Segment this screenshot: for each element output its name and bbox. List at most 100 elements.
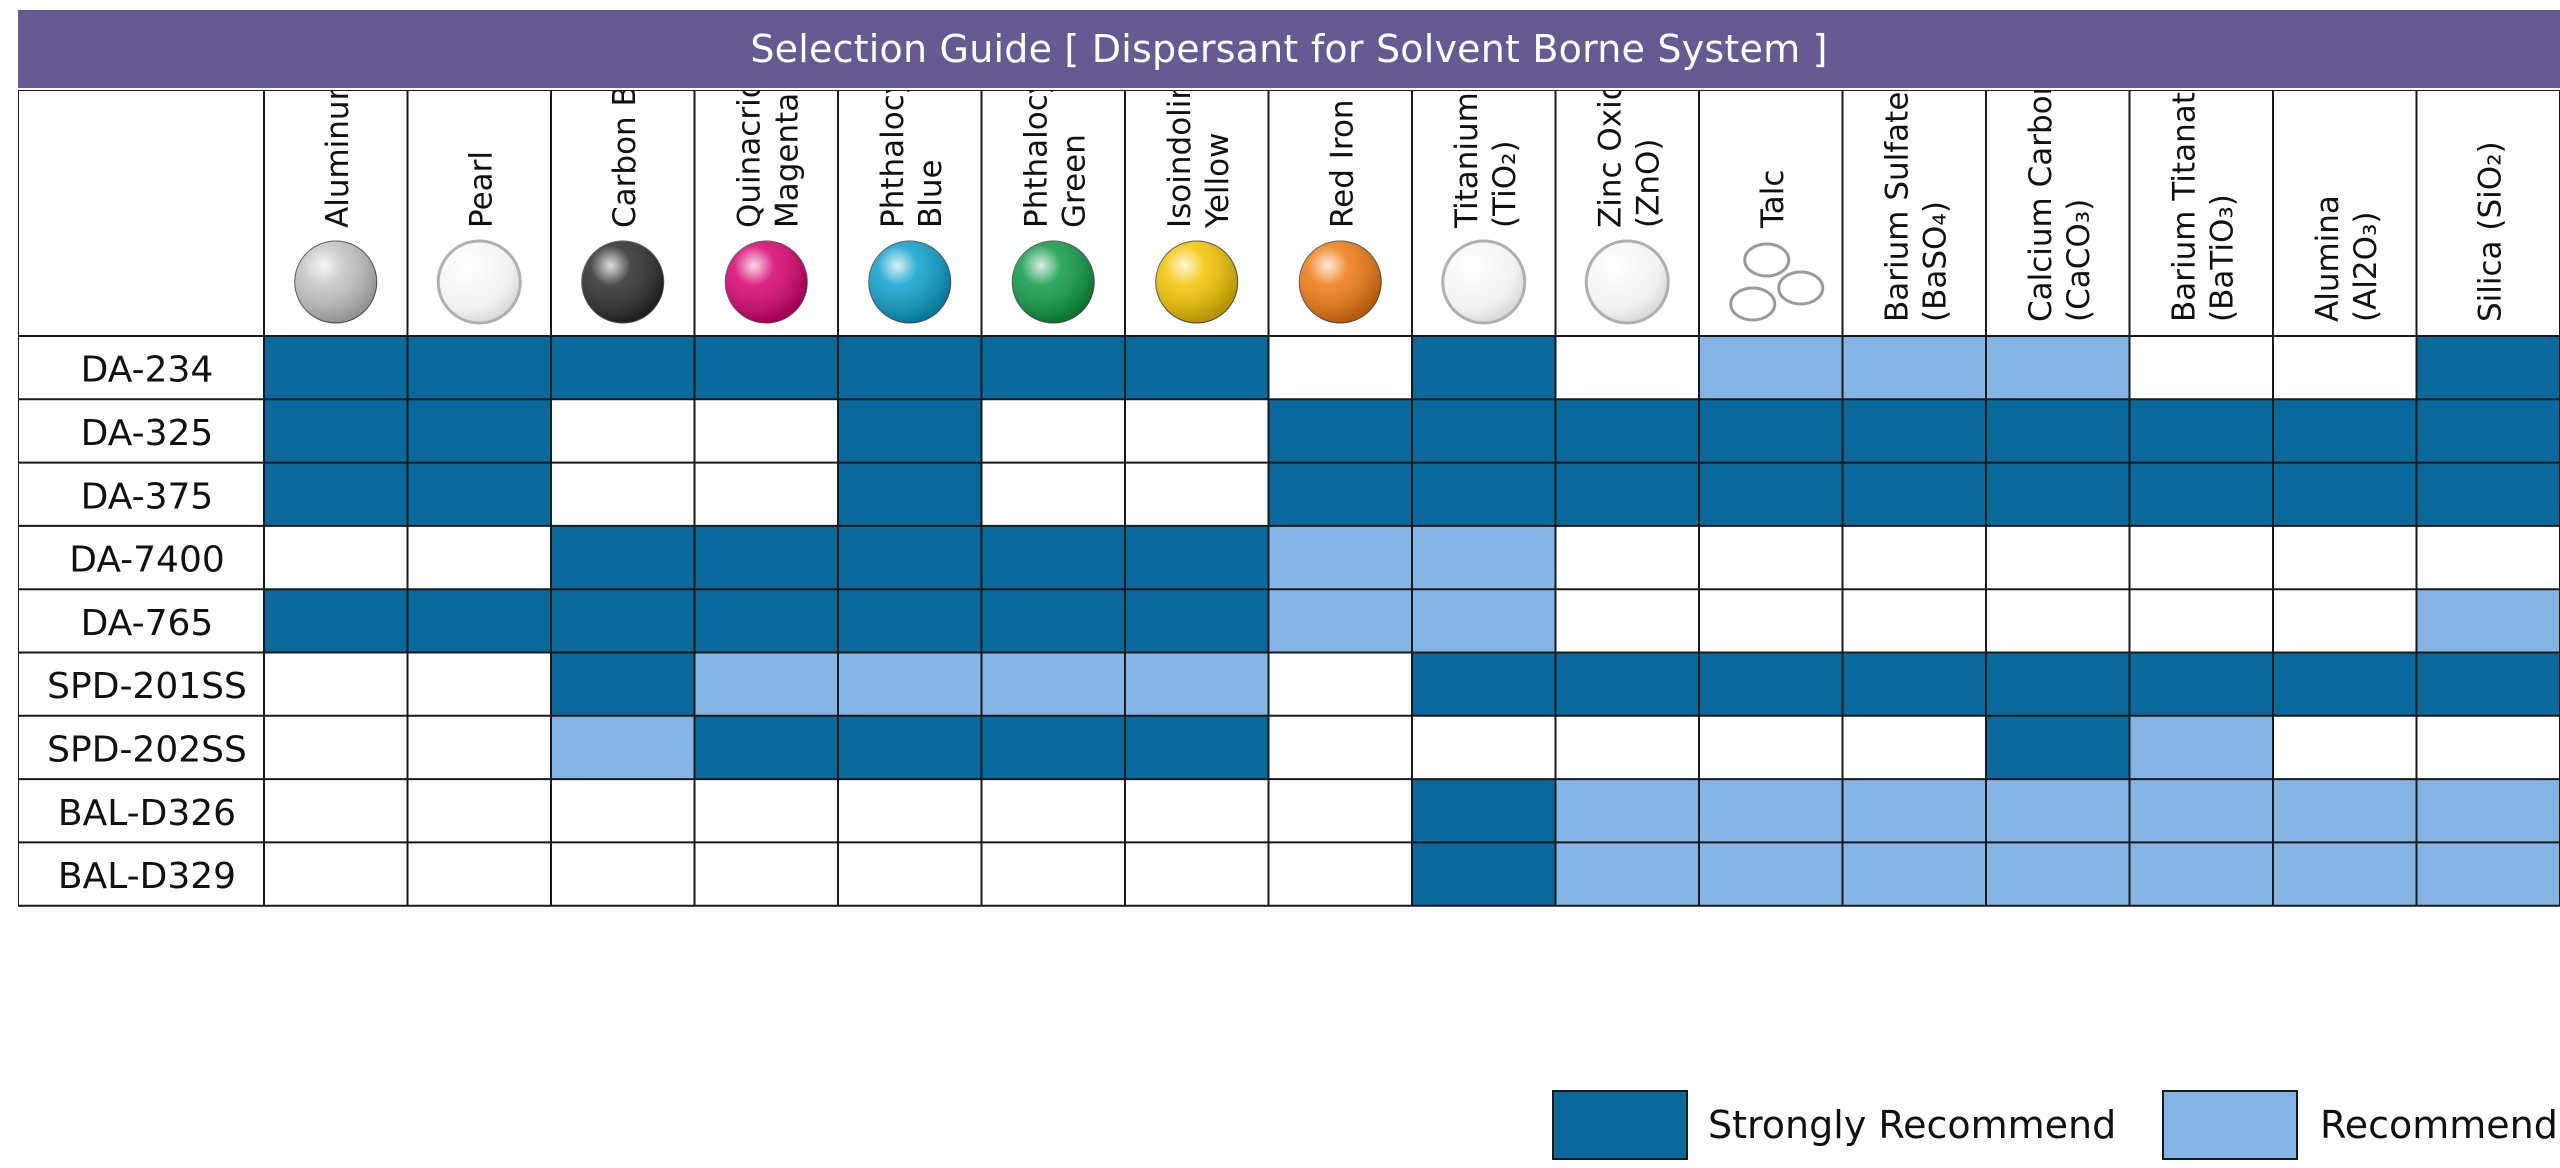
page-title: Selection Guide [ Dispersant for Solvent… bbox=[750, 27, 1828, 71]
cell-DA-7400-7 bbox=[1125, 525, 1269, 590]
cell-DA-375-8 bbox=[1268, 462, 1412, 526]
cell-DA-325-7 bbox=[1125, 399, 1269, 463]
column-header-label: Talc bbox=[1755, 170, 1791, 229]
cell-DA-234-6 bbox=[981, 336, 1125, 400]
cell-DA-234-14 bbox=[2129, 336, 2273, 400]
cell-BAL-D329-1 bbox=[264, 842, 408, 906]
column-header-label: Pearl bbox=[463, 151, 499, 228]
cell-DA-234-9 bbox=[1412, 336, 1556, 400]
selection-grid: DA-234 DA-325 DA-375 DA-7400 DA-765 SPD-201SS… bbox=[18, 90, 2560, 907]
cell-SPD-201SS-8 bbox=[1268, 652, 1412, 716]
cell-BAL-D329-10 bbox=[1555, 842, 1699, 906]
column-header-label: Phthalocyanine bbox=[875, 90, 911, 228]
column-header-label: Titanium Dioxide bbox=[1449, 90, 1485, 229]
cell-SPD-201SS-9 bbox=[1412, 652, 1556, 716]
cell-DA-234-13 bbox=[1986, 336, 2130, 400]
row-label: DA-325 bbox=[81, 413, 214, 454]
cell-BAL-D329-8 bbox=[1268, 842, 1412, 906]
sphere-highlight bbox=[1012, 241, 1095, 323]
cell-DA-375-14 bbox=[2129, 462, 2273, 526]
cell-DA-325-15 bbox=[2273, 399, 2417, 463]
cell-BAL-D326-1 bbox=[264, 779, 408, 843]
cell-DA-765-5 bbox=[838, 589, 982, 653]
cell-DA-375-2 bbox=[407, 462, 551, 526]
column-header-label: Carbon Black bbox=[607, 90, 643, 228]
cell-SPD-202SS-16 bbox=[2416, 715, 2560, 780]
cell-DA-7400-13 bbox=[1986, 525, 2130, 590]
cell-DA-7400-12 bbox=[1842, 525, 1986, 590]
cell-DA-7400-9 bbox=[1412, 525, 1556, 590]
cell-DA-325-11 bbox=[1699, 399, 1843, 463]
cell-DA-765-3 bbox=[551, 589, 695, 653]
cell-DA-234-16 bbox=[2416, 336, 2560, 400]
cell-DA-325-13 bbox=[1986, 399, 2130, 463]
column-header-label: Yellow bbox=[1200, 133, 1236, 229]
sphere-highlight bbox=[725, 241, 808, 323]
cell-DA-765-4 bbox=[694, 589, 838, 653]
cell-BAL-D329-16 bbox=[2416, 842, 2560, 906]
cell-BAL-D326-11 bbox=[1699, 779, 1843, 843]
cell-DA-7400-3 bbox=[551, 525, 695, 590]
column-header-label: Barium Titanate bbox=[2166, 90, 2202, 322]
cell-BAL-D326-4 bbox=[694, 779, 838, 843]
cell-DA-765-12 bbox=[1842, 589, 1986, 653]
cell-SPD-202SS-9 bbox=[1412, 715, 1556, 780]
row-label: BAL-D329 bbox=[58, 856, 236, 897]
cell-DA-765-10 bbox=[1555, 589, 1699, 653]
cell-BAL-D326-7 bbox=[1125, 779, 1269, 843]
cell-DA-234-2 bbox=[407, 336, 551, 400]
sphere-highlight bbox=[1299, 241, 1382, 323]
cell-DA-234-12 bbox=[1842, 336, 1986, 400]
cell-DA-7400-6 bbox=[981, 525, 1125, 590]
cell-DA-765-6 bbox=[981, 589, 1125, 653]
cell-SPD-201SS-13 bbox=[1986, 652, 2130, 716]
cell-SPD-202SS-5 bbox=[838, 715, 982, 780]
legend-label-strong: Strongly Recommend bbox=[1708, 1103, 2117, 1147]
cell-BAL-D326-14 bbox=[2129, 779, 2273, 843]
column-header-label: Alumina bbox=[2310, 195, 2346, 322]
legend-swatch-strong bbox=[1552, 1090, 1688, 1160]
cell-DA-7400-16 bbox=[2416, 525, 2560, 590]
cell-BAL-D326-8 bbox=[1268, 779, 1412, 843]
cell-DA-234-8 bbox=[1268, 336, 1412, 400]
cell-DA-375-6 bbox=[981, 462, 1125, 526]
cell-DA-765-1 bbox=[264, 589, 408, 653]
cell-DA-7400-2 bbox=[407, 525, 551, 590]
cell-DA-375-11 bbox=[1699, 462, 1843, 526]
cell-DA-234-11 bbox=[1699, 336, 1843, 400]
cell-DA-234-3 bbox=[551, 336, 695, 400]
cell-SPD-202SS-4 bbox=[694, 715, 838, 780]
cell-DA-234-1 bbox=[264, 336, 408, 400]
cell-DA-325-2 bbox=[407, 399, 551, 463]
cell-BAL-D326-2 bbox=[407, 779, 551, 843]
cell-DA-7400-5 bbox=[838, 525, 982, 590]
cell-DA-375-4 bbox=[694, 462, 838, 526]
cell-BAL-D326-10 bbox=[1555, 779, 1699, 843]
cell-DA-375-9 bbox=[1412, 462, 1556, 526]
cell-DA-7400-11 bbox=[1699, 525, 1843, 590]
cell-BAL-D329-5 bbox=[838, 842, 982, 906]
column-header-label: Zinc Oxide bbox=[1592, 90, 1628, 228]
cell-DA-325-16 bbox=[2416, 399, 2560, 463]
title-bar: Selection Guide [ Dispersant for Solvent… bbox=[18, 10, 2560, 88]
cell-SPD-202SS-8 bbox=[1268, 715, 1412, 780]
column-header-label: Silica (SiO₂) bbox=[2472, 141, 2508, 322]
column-header-label: (TiO₂) bbox=[1487, 140, 1523, 228]
cell-DA-375-16 bbox=[2416, 462, 2560, 526]
column-header-label: (Al2O₃) bbox=[2348, 211, 2384, 322]
column-header-label: (BaTiO₃) bbox=[2204, 194, 2240, 322]
cell-SPD-201SS-16 bbox=[2416, 652, 2560, 716]
cell-DA-375-3 bbox=[551, 462, 695, 526]
cell-SPD-202SS-14 bbox=[2129, 715, 2273, 780]
cell-BAL-D329-15 bbox=[2273, 842, 2417, 906]
sphere-highlight bbox=[581, 241, 664, 323]
cell-DA-234-10 bbox=[1555, 336, 1699, 400]
cell-SPD-202SS-11 bbox=[1699, 715, 1843, 780]
cell-BAL-D326-13 bbox=[1986, 779, 2130, 843]
cell-SPD-201SS-10 bbox=[1555, 652, 1699, 716]
cell-DA-7400-14 bbox=[2129, 525, 2273, 590]
cell-DA-765-15 bbox=[2273, 589, 2417, 653]
cell-DA-325-5 bbox=[838, 399, 982, 463]
column-header-label: Calcium Carbonate bbox=[2023, 90, 2059, 322]
